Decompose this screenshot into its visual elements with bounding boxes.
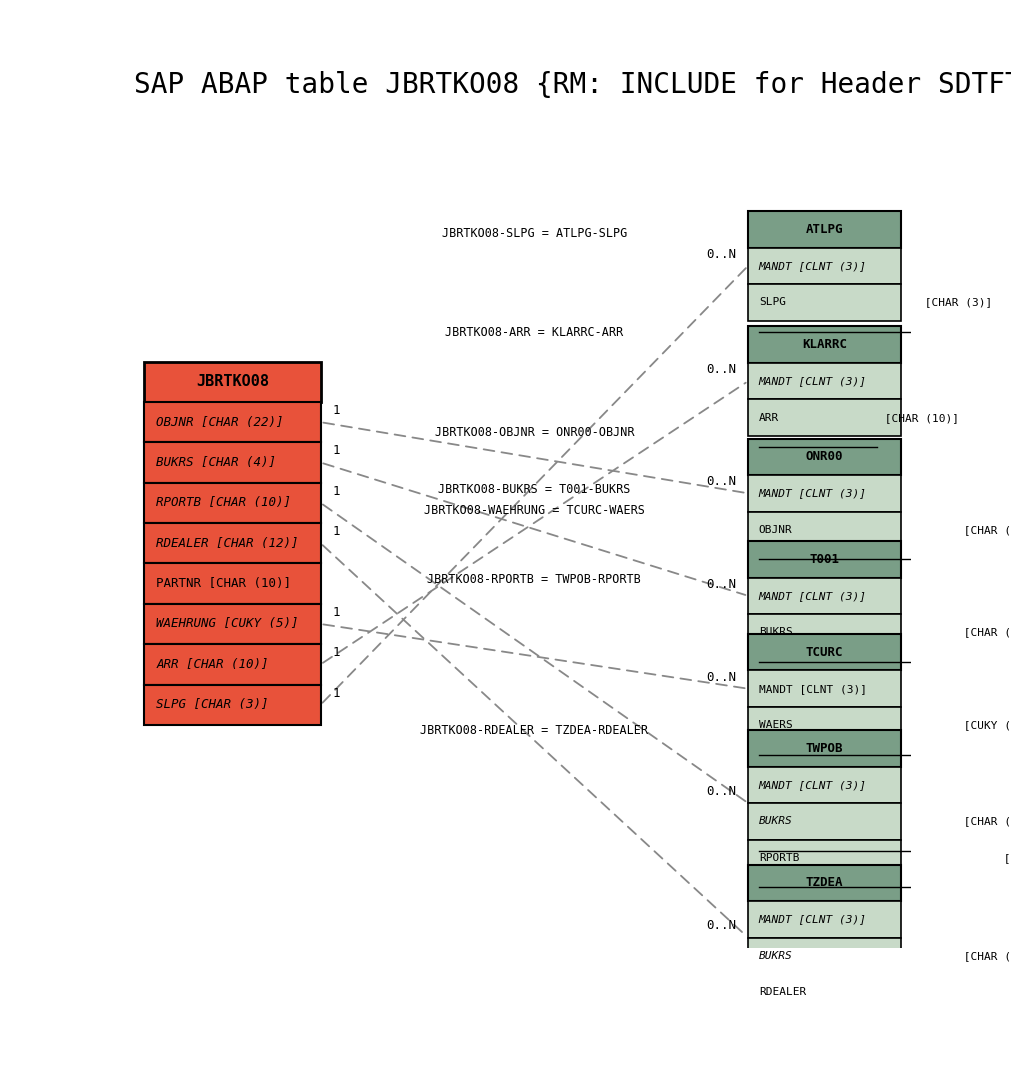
Text: RPORTB: RPORTB <box>758 853 799 863</box>
Text: 1: 1 <box>332 687 340 700</box>
Text: OBJNR: OBJNR <box>758 525 792 535</box>
FancyBboxPatch shape <box>747 865 900 901</box>
Text: [CHAR (4)]: [CHAR (4)] <box>956 627 1011 637</box>
Text: [CUKY (5)]: [CUKY (5)] <box>956 720 1011 731</box>
Text: ARR [CHAR (10)]: ARR [CHAR (10)] <box>157 658 269 671</box>
Text: JBRTKO08-RDEALER = TZDEA-RDEALER: JBRTKO08-RDEALER = TZDEA-RDEALER <box>420 723 648 737</box>
Text: 0..N: 0..N <box>706 671 736 684</box>
Text: JBRTKO08-ARR = KLARRC-ARR: JBRTKO08-ARR = KLARRC-ARR <box>445 326 623 340</box>
FancyBboxPatch shape <box>747 901 900 937</box>
Text: MANDT [CLNT (3)]: MANDT [CLNT (3)] <box>758 915 865 924</box>
Text: [CHAR (22)]: [CHAR (22)] <box>956 525 1011 535</box>
Text: [CHAR (10)]: [CHAR (10)] <box>878 413 958 423</box>
Text: WAERS: WAERS <box>758 720 792 731</box>
Text: 1: 1 <box>332 404 340 417</box>
FancyBboxPatch shape <box>747 541 900 577</box>
Text: KLARRC: KLARRC <box>802 339 846 351</box>
Text: 1: 1 <box>332 606 340 619</box>
FancyBboxPatch shape <box>747 974 900 1011</box>
FancyBboxPatch shape <box>747 439 900 475</box>
FancyBboxPatch shape <box>747 615 900 651</box>
Text: JBRTKO08-OBJNR = ONR00-OBJNR: JBRTKO08-OBJNR = ONR00-OBJNR <box>434 426 634 439</box>
Text: JBRTKO08-SLPG = ATLPG-SLPG: JBRTKO08-SLPG = ATLPG-SLPG <box>441 227 627 240</box>
FancyBboxPatch shape <box>747 247 900 284</box>
FancyBboxPatch shape <box>144 362 320 402</box>
FancyBboxPatch shape <box>747 803 900 839</box>
Text: [CHAR (3)]: [CHAR (3)] <box>917 297 991 308</box>
Text: RPORTB [CHAR (10)]: RPORTB [CHAR (10)] <box>157 496 291 509</box>
Text: MANDT [CLNT (3)]: MANDT [CLNT (3)] <box>758 376 865 387</box>
Text: MANDT [CLNT (3)]: MANDT [CLNT (3)] <box>758 591 865 601</box>
Text: 0..N: 0..N <box>706 248 736 261</box>
Text: 0..N: 0..N <box>706 363 736 376</box>
FancyBboxPatch shape <box>747 511 900 548</box>
Text: JBRTKO08: JBRTKO08 <box>196 374 269 390</box>
Text: BUKRS [CHAR (4)]: BUKRS [CHAR (4)] <box>157 456 276 469</box>
Text: 0..N: 0..N <box>706 919 736 933</box>
Text: TWPOB: TWPOB <box>805 742 842 755</box>
FancyBboxPatch shape <box>747 399 900 436</box>
Text: JBRTKO08-BUKRS = T001-BUKRS: JBRTKO08-BUKRS = T001-BUKRS <box>438 484 630 496</box>
Text: 1: 1 <box>332 646 340 659</box>
Text: SAP ABAP table JBRTKO08 {RM: INCLUDE for Header SDTFT}: SAP ABAP table JBRTKO08 {RM: INCLUDE for… <box>134 71 1011 99</box>
Text: ONR00: ONR00 <box>805 450 842 463</box>
Text: [CHAR (4)]: [CHAR (4)] <box>956 816 1011 826</box>
FancyBboxPatch shape <box>747 937 900 974</box>
Text: TZDEA: TZDEA <box>805 876 842 889</box>
Text: MANDT [CLNT (3)]: MANDT [CLNT (3)] <box>758 261 865 271</box>
Text: TCURC: TCURC <box>805 645 842 658</box>
Text: BUKRS: BUKRS <box>758 816 792 826</box>
Text: 1: 1 <box>332 485 340 497</box>
FancyBboxPatch shape <box>144 482 320 523</box>
FancyBboxPatch shape <box>747 475 900 511</box>
FancyBboxPatch shape <box>747 671 900 707</box>
Text: MANDT [CLNT (3)]: MANDT [CLNT (3)] <box>758 488 865 498</box>
Text: 0..N: 0..N <box>706 785 736 798</box>
FancyBboxPatch shape <box>144 644 320 685</box>
FancyBboxPatch shape <box>144 523 320 563</box>
Text: BUKRS: BUKRS <box>758 951 792 961</box>
FancyBboxPatch shape <box>144 442 320 482</box>
Text: OBJNR [CHAR (22)]: OBJNR [CHAR (22)] <box>157 415 284 429</box>
Text: 1: 1 <box>332 525 340 538</box>
Text: RDEALER: RDEALER <box>758 987 805 998</box>
Text: PARTNR [CHAR (10)]: PARTNR [CHAR (10)] <box>157 577 291 590</box>
Text: WAEHRUNG [CUKY (5)]: WAEHRUNG [CUKY (5)] <box>157 618 298 630</box>
Text: ATLPG: ATLPG <box>805 223 842 235</box>
FancyBboxPatch shape <box>747 284 900 321</box>
FancyBboxPatch shape <box>144 563 320 604</box>
Text: SLPG [CHAR (3)]: SLPG [CHAR (3)] <box>157 699 269 711</box>
Text: 1: 1 <box>332 444 340 458</box>
Text: [CHAR (4)]: [CHAR (4)] <box>956 951 1011 961</box>
FancyBboxPatch shape <box>747 767 900 803</box>
Text: ARR: ARR <box>758 413 778 423</box>
Text: BUKRS: BUKRS <box>758 627 792 637</box>
Text: SLPG: SLPG <box>758 297 785 308</box>
FancyBboxPatch shape <box>747 707 900 743</box>
FancyBboxPatch shape <box>747 211 900 247</box>
FancyBboxPatch shape <box>747 730 900 767</box>
Text: 0..N: 0..N <box>706 577 736 591</box>
FancyBboxPatch shape <box>144 604 320 644</box>
Text: MANDT [CLNT (3)]: MANDT [CLNT (3)] <box>758 780 865 790</box>
Text: [CHAR (10)]: [CHAR (10)] <box>996 853 1011 863</box>
FancyBboxPatch shape <box>144 402 320 442</box>
Text: JBRTKO08-RPORTB = TWPOB-RPORTB: JBRTKO08-RPORTB = TWPOB-RPORTB <box>427 573 641 586</box>
FancyBboxPatch shape <box>144 685 320 725</box>
Text: MANDT [CLNT (3)]: MANDT [CLNT (3)] <box>758 684 865 693</box>
Text: T001: T001 <box>809 553 839 566</box>
FancyBboxPatch shape <box>747 326 900 363</box>
FancyBboxPatch shape <box>747 839 900 876</box>
Text: JBRTKO08-WAEHRUNG = TCURC-WAERS: JBRTKO08-WAEHRUNG = TCURC-WAERS <box>424 505 644 518</box>
FancyBboxPatch shape <box>747 634 900 671</box>
FancyBboxPatch shape <box>747 577 900 615</box>
Text: 0..N: 0..N <box>706 475 736 488</box>
FancyBboxPatch shape <box>747 363 900 399</box>
Text: RDEALER [CHAR (12)]: RDEALER [CHAR (12)] <box>157 537 298 550</box>
